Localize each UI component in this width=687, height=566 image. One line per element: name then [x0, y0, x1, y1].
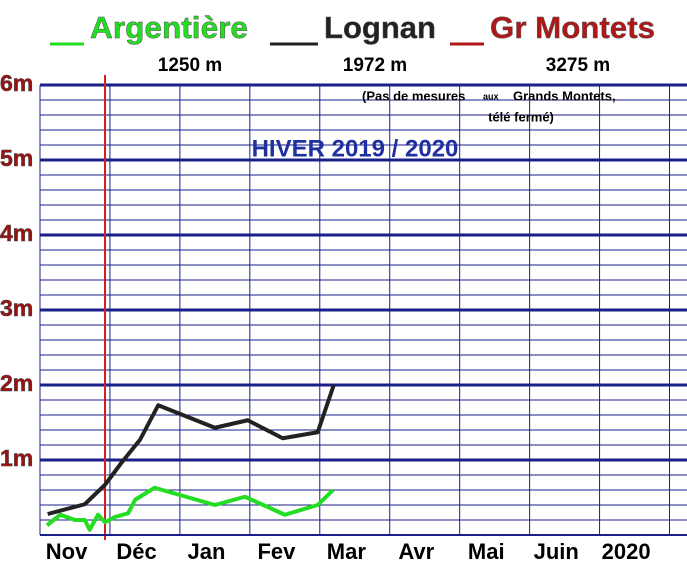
y-tick-label: 1m: [0, 445, 33, 471]
series-line: [45, 485, 335, 532]
series-line: [47, 384, 336, 516]
legend-label: Lognan: [324, 10, 436, 45]
x-tick-label: Fev: [257, 539, 296, 564]
chart-title: HIVER 2019 / 2020: [252, 135, 459, 162]
annotation: (Pas de mesures: [362, 88, 465, 103]
y-tick-label: 2m: [0, 370, 33, 396]
x-tick-label: Déc: [116, 539, 156, 564]
altitude-label: 3275 m: [546, 55, 610, 76]
x-tick-label: Jan: [188, 539, 226, 564]
altitude-label: 1972 m: [343, 55, 407, 76]
altitude-label: 1250 m: [158, 55, 222, 76]
y-tick-label: 3m: [0, 295, 33, 321]
y-tick-label: 6m: [0, 70, 33, 96]
x-tick-label: Mar: [327, 539, 367, 564]
x-tick-label: Avr: [398, 539, 434, 564]
x-tick-label: Juin: [534, 539, 579, 564]
x-tick-label: 2020: [602, 539, 651, 564]
annotation: aux: [483, 91, 499, 101]
annotation: télé fermé): [488, 109, 554, 124]
x-tick-label: Mai: [468, 539, 505, 564]
y-tick-label: 4m: [0, 220, 33, 246]
x-tick-label: Nov: [46, 539, 88, 564]
y-tick-label: 5m: [0, 145, 33, 171]
annotation: Grands Montets,: [513, 88, 616, 103]
legend-label: Argentière: [90, 10, 248, 45]
legend-label: Gr Montets: [490, 10, 655, 45]
